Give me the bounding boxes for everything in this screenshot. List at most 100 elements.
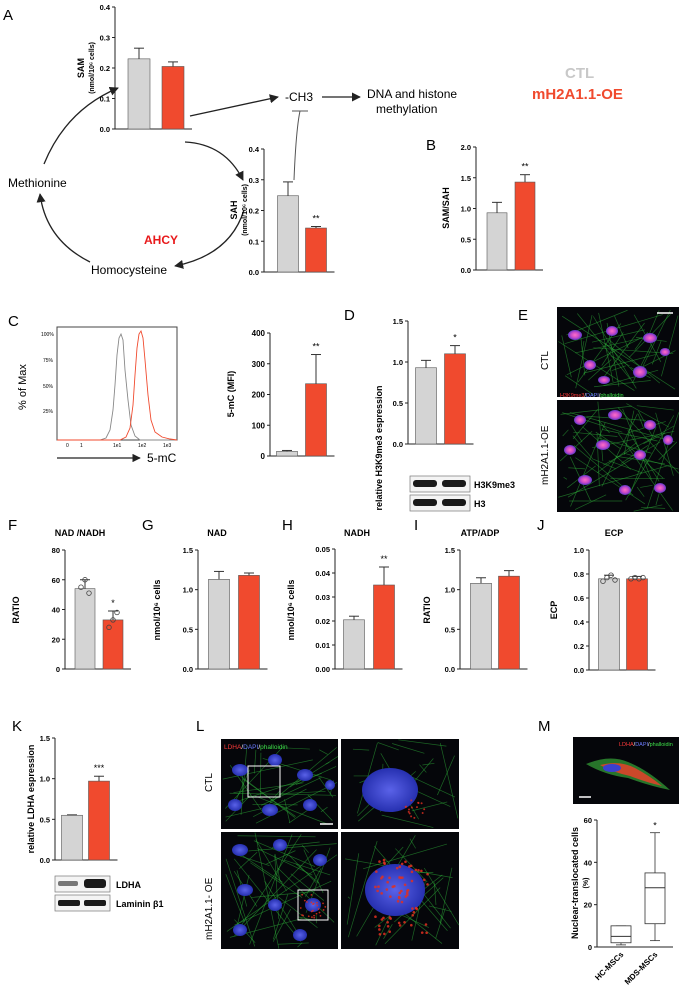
chart-atp-adp: 0.0 0.5 1.0 1.5 RATIO ATP/ADP [422, 528, 528, 674]
y-tick-label: 0.5 [445, 625, 455, 634]
actin-fiber [629, 426, 657, 496]
actin-fiber [253, 788, 307, 818]
panel-label-d: D [344, 307, 355, 324]
panel-label-k: K [12, 718, 22, 735]
significance-marker: * [653, 821, 657, 831]
bar-ctl [127, 58, 151, 130]
ldha-speckle [382, 858, 386, 862]
actin-fiber [392, 743, 425, 754]
blot-d: H3K9me3 H3 [409, 475, 515, 512]
cell-nucleus [574, 415, 586, 425]
ldha-speckle [426, 872, 429, 876]
panel-label-l: L [196, 718, 204, 735]
actin-fiber [315, 914, 318, 924]
actin-fiber [435, 908, 446, 939]
blot-d-band-1a [413, 480, 437, 487]
cell-nucleus [303, 799, 317, 811]
y-tick-label: 300 [252, 360, 266, 369]
flow-ytick-25: 25% [43, 409, 54, 415]
y-tick-label: 1.5 [393, 317, 403, 326]
flow-curve-oe [57, 329, 178, 441]
y-tick-label: 1.5 [40, 734, 50, 743]
cell-nucleus [262, 804, 278, 816]
actin-fiber [623, 452, 679, 470]
bar-oe [498, 575, 520, 670]
y-axis-label: 5-mC (MFI) [226, 371, 236, 418]
ldha-speckle [386, 920, 389, 924]
cell-nucleus [619, 485, 631, 495]
flow-ytick-50: 50% [43, 384, 54, 390]
bar-ctl [208, 579, 230, 670]
panel-label-h: H [282, 517, 293, 534]
ldha-speckle [319, 914, 322, 917]
chart-sam: 0.0 0.1 0.2 0.3 0.4 SAM (nmol/10⁶ cells) [76, 3, 192, 134]
y-tick-label: 0.0 [574, 666, 584, 675]
actin-fiber [248, 843, 337, 852]
blot-k-band-2b [84, 900, 106, 906]
bar-ctl [343, 619, 365, 670]
actin-fiber [255, 795, 328, 825]
ldha-speckle [310, 893, 313, 896]
ldha-speckle [424, 923, 428, 926]
flow-xlabel: 5-mC [147, 451, 177, 465]
ldha-speckle [374, 885, 377, 889]
ldha-speckle [415, 806, 418, 809]
ldha-speckle [425, 931, 428, 935]
flow-xtick-1: 1 [80, 443, 83, 449]
flow-curve-ctl [57, 332, 177, 441]
y-axis-label: nmol/10⁶ cells [286, 580, 296, 641]
ldha-speckle [396, 899, 400, 903]
significance-marker: ** [521, 162, 529, 172]
cell-nucleus [305, 898, 321, 912]
ldha-speckle [322, 902, 324, 905]
chart-nad-nadh: 0 20 40 60 80 RATIO NAD /NADH * [11, 528, 131, 674]
cell-nucleus [273, 839, 287, 851]
y-tick-label: 0.01 [315, 641, 330, 650]
bar-ctl [598, 578, 620, 671]
chart-title: NADH [344, 528, 370, 538]
ldha-speckle [322, 909, 325, 911]
bar-ctl [277, 195, 299, 273]
bar-ctl [415, 367, 437, 445]
y-tick-label: 0.6 [574, 594, 584, 603]
y-tick-label: 1.5 [183, 546, 193, 555]
micro-e: CTL mH2A1.1-OE H3K9me3/DAPI/phalloidin [540, 307, 680, 512]
ldha-speckle [407, 810, 410, 813]
y-axis-label: Nuclear-translocated cells [570, 827, 580, 939]
ldha-speckle [382, 861, 386, 865]
ldha-speckle [380, 892, 383, 895]
y-tick-label: 200 [252, 391, 266, 400]
ldha-speckle [400, 862, 404, 866]
actin-fiber [236, 854, 270, 866]
y-tick-label: 1.0 [393, 358, 403, 367]
y-tick-label: 0.02 [315, 617, 330, 626]
y-tick-label: 0 [588, 943, 592, 952]
cell-nucleus [654, 483, 666, 493]
y-axis-label: relative H3K9me3 espression [374, 385, 384, 510]
actin-fiber [285, 747, 310, 750]
micro-e-row2-label: mH2A1.1-OE [540, 425, 551, 485]
ldha-speckle [315, 912, 318, 915]
ldha-speckle [388, 930, 391, 934]
actin-fiber [290, 873, 325, 901]
micro-m-nucleus [603, 764, 621, 772]
y-tick-label: 1.0 [461, 205, 471, 214]
ldha-speckle [408, 865, 411, 868]
ldha-speckle [410, 806, 413, 809]
y-axis-label: RATIO [11, 596, 21, 623]
actin-fiber [558, 341, 635, 391]
actin-fiber [284, 799, 291, 823]
cell-nucleus [365, 864, 425, 916]
blot-d-label-1: H3K9me3 [474, 480, 515, 490]
legend-oe: mH2A1.1-OE [532, 86, 623, 103]
actin-fiber [600, 322, 645, 382]
y-tick-label: 0.5 [393, 399, 403, 408]
y-tick-label: 1.0 [183, 586, 193, 595]
actin-fiber [266, 850, 296, 865]
bar-oe [305, 227, 327, 273]
ldha-speckle [398, 865, 402, 869]
chart-ecp: 0.0 0.2 0.4 0.6 0.8 1.0 ECP ECP [549, 528, 656, 675]
actin-fiber [588, 359, 612, 381]
y-tick-label: 2.0 [461, 143, 471, 152]
